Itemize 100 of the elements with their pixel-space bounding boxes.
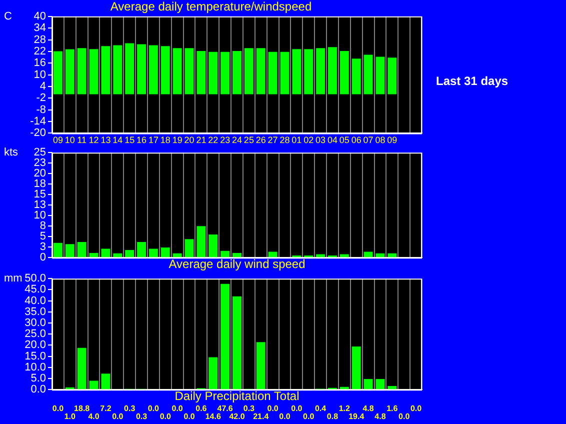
- data-label: 18.8: [74, 404, 90, 413]
- bar: [388, 386, 397, 390]
- data-label: 0.3: [136, 412, 148, 421]
- data-label: 0.0: [52, 404, 64, 413]
- bar: [244, 48, 254, 94]
- bar: [376, 378, 385, 390]
- bar: [232, 252, 242, 258]
- data-label: 0.4: [314, 404, 327, 413]
- x-tick-label: 10: [64, 135, 75, 146]
- bar: [340, 51, 349, 94]
- bar: [89, 49, 98, 94]
- y-tick-label: 5.0: [30, 372, 46, 385]
- bar: [89, 252, 98, 258]
- x-tick-label: 16: [136, 135, 147, 146]
- data-label: 42.0: [229, 412, 246, 421]
- bar: [376, 253, 385, 258]
- bar: [172, 48, 182, 94]
- data-label: 21.4: [253, 412, 270, 421]
- data-label: 1.6: [386, 404, 398, 413]
- x-axis-title: Daily Precipitation Total: [174, 389, 300, 404]
- bar: [280, 52, 290, 94]
- y-tick-label: -8: [36, 104, 46, 116]
- y-tick-label: 16: [34, 57, 46, 70]
- bar: [340, 254, 349, 258]
- data-label: 0.0: [291, 404, 303, 413]
- y-tick-label: -20: [30, 127, 46, 140]
- bar: [352, 346, 361, 390]
- bar: [256, 48, 266, 94]
- y-tick-label: 4: [40, 80, 46, 93]
- bar: [148, 248, 158, 258]
- bar: [160, 248, 170, 258]
- y-tick-label: -2: [36, 92, 46, 104]
- bar: [125, 250, 134, 258]
- bar: [352, 58, 361, 94]
- y-tick-label: 25: [34, 146, 46, 159]
- x-tick-label: 01: [292, 135, 302, 146]
- bar: [101, 248, 110, 258]
- bar: [65, 244, 74, 258]
- bar: [77, 242, 86, 258]
- bar: [292, 49, 302, 94]
- data-label: 4.8: [362, 404, 374, 413]
- bar: [232, 51, 242, 94]
- y-tick-label: 25.0: [24, 328, 46, 340]
- bar: [268, 52, 278, 94]
- y-tick-label: 18: [34, 178, 46, 190]
- bar: [208, 52, 218, 94]
- data-label: 0.0: [398, 412, 410, 421]
- data-label: 0.0: [148, 404, 160, 413]
- y-tick-label: 40.0: [24, 294, 46, 307]
- bar: [113, 253, 122, 258]
- x-tick-label: 21: [196, 135, 206, 146]
- data-label: 0.8: [326, 412, 339, 421]
- y-tick-label: 5: [40, 230, 46, 243]
- bar: [113, 45, 122, 94]
- x-tick-label: 25: [244, 135, 254, 146]
- data-label: 4.0: [88, 412, 100, 421]
- x-tick-label: 28: [280, 135, 290, 146]
- x-tick-label: 09: [387, 135, 398, 146]
- bar: [77, 48, 86, 94]
- x-tick-label: 14: [112, 135, 123, 146]
- data-label: 19.4: [348, 412, 365, 421]
- x-tick-label: 22: [208, 135, 218, 146]
- y-axis-title: C: [4, 10, 12, 22]
- data-label: 0.0: [279, 412, 291, 421]
- x-tick-label: 11: [77, 135, 87, 146]
- bar: [65, 49, 74, 94]
- x-tick-label: 07: [363, 135, 374, 146]
- y-tick-label: 13: [34, 199, 46, 212]
- data-label: 0.6: [196, 404, 208, 413]
- y-tick-label: 34: [34, 22, 46, 34]
- y-tick-label: 0: [40, 252, 46, 264]
- bar: [172, 253, 182, 258]
- y-axis-title: mm: [4, 272, 22, 285]
- bar: [125, 43, 134, 94]
- bar: [184, 48, 194, 94]
- x-tick-label: 23: [220, 135, 230, 146]
- bar: [268, 252, 278, 258]
- x-tick-label: 09: [52, 135, 63, 146]
- x-tick-label: 05: [339, 135, 350, 146]
- bar: [53, 242, 62, 258]
- x-tick-label: 04: [327, 135, 338, 146]
- y-tick-label: 45.0: [24, 284, 46, 296]
- bar: [376, 56, 385, 94]
- bar: [196, 226, 206, 258]
- x-tick-label: 24: [232, 135, 242, 146]
- y-tick-label: 23: [34, 157, 46, 170]
- bar: [137, 242, 146, 258]
- y-tick-label: 20: [34, 168, 46, 180]
- bar: [256, 342, 266, 390]
- data-label: 0.0: [267, 404, 279, 413]
- data-label: 0.3: [124, 404, 136, 413]
- bar: [340, 386, 349, 390]
- bar: [328, 47, 337, 94]
- bar: [137, 44, 146, 94]
- x-tick-label: 06: [351, 135, 362, 146]
- y-tick-label: -14: [30, 116, 46, 128]
- x-tick-label: 08: [375, 135, 386, 146]
- y-tick-label: 10.0: [24, 361, 46, 374]
- y-tick-label: 20.0: [24, 339, 46, 352]
- data-label: 1.0: [64, 412, 76, 421]
